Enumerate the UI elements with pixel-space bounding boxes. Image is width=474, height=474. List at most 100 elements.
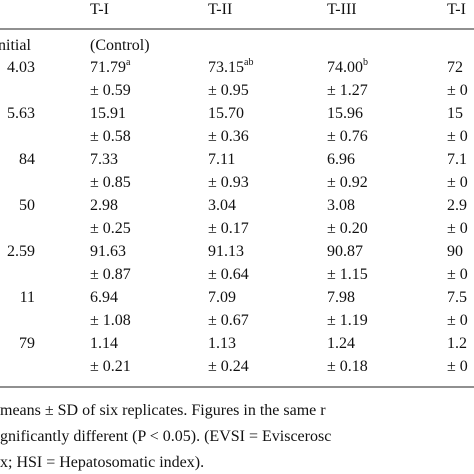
value: 90: [447, 243, 463, 260]
cell-sd: ± 0.87: [90, 266, 131, 283]
cell-sd: ± 0.67: [208, 312, 249, 329]
value: 71.79: [90, 59, 126, 76]
superscript: a: [126, 57, 131, 68]
cell-value: 7.1: [447, 151, 467, 168]
value: 7.5: [447, 289, 467, 306]
cell-sd: ± 1.19: [327, 312, 368, 329]
cell-sd: ± 0: [447, 266, 468, 283]
value: 7.09: [208, 289, 236, 306]
cell-value: 11: [20, 289, 35, 306]
cell-value: 1.2: [447, 335, 467, 352]
cell-sd: ± 0.64: [208, 266, 249, 283]
cell-value: 84: [19, 151, 35, 168]
value: 2.59: [7, 243, 35, 260]
cell-value: 15.96: [327, 105, 363, 122]
cell-value: 50: [19, 197, 35, 214]
cell-sd: ± 0: [447, 358, 468, 375]
cell-sd: ± 0: [447, 312, 468, 329]
value: 4.03: [7, 59, 35, 76]
value: 3.08: [327, 197, 355, 214]
footnote: gnificantly different (P < 0.05). (EVSI …: [0, 428, 331, 445]
cell-sd: ± 0.58: [90, 128, 131, 145]
cell-sd: ± 0.25: [90, 220, 131, 237]
value: 7.11: [208, 151, 235, 168]
value: 15: [447, 105, 463, 122]
superscript: ab: [244, 57, 253, 68]
value: 84: [19, 151, 35, 168]
cell-sd: ± 1.15: [327, 266, 368, 283]
cell-sd: ± 0.36: [208, 128, 249, 145]
column-header: T-I: [90, 1, 109, 18]
cell-value: 90.87: [327, 243, 363, 260]
value: 1.13: [208, 335, 236, 352]
cell-value: 90: [447, 243, 463, 260]
cell-sd: ± 1.08: [90, 312, 131, 329]
cell-value: 7.5: [447, 289, 467, 306]
cell-value: 15.91: [90, 105, 126, 122]
value: 7.33: [90, 151, 118, 168]
cell-value: 2.9: [447, 197, 467, 214]
cell-value: 1.24: [327, 335, 355, 352]
value: 15.70: [208, 105, 244, 122]
value: 5.63: [7, 105, 35, 122]
cell-sd: ± 0.18: [327, 358, 368, 375]
cell-sd: ± 1.27: [327, 82, 368, 99]
cell-value: 6.96: [327, 151, 355, 168]
cell-value: 7.09: [208, 289, 236, 306]
cell-value: 3.08: [327, 197, 355, 214]
cell-value: 4.03: [7, 59, 35, 76]
cell-value: 7.11: [208, 151, 235, 168]
cell-value: 3.04: [208, 197, 236, 214]
cell-value: 2.98: [90, 197, 118, 214]
column-header: T-II: [208, 1, 232, 18]
cell-value: 79: [19, 335, 35, 352]
cell-value: 91.63: [90, 243, 126, 260]
value: 6.96: [327, 151, 355, 168]
control-label: (Control): [90, 37, 150, 54]
cell-sd: ± 0.92: [327, 174, 368, 191]
superscript: b: [363, 57, 368, 68]
value: 15.96: [327, 105, 363, 122]
cell-value: 6.94: [90, 289, 118, 306]
cell-value: 7.33: [90, 151, 118, 168]
value: 74.00: [327, 59, 363, 76]
cell-value: 1.14: [90, 335, 118, 352]
value: 1.14: [90, 335, 118, 352]
cell-sd: ± 0.95: [208, 82, 249, 99]
cell-value: 7.98: [327, 289, 355, 306]
cell-sd: ± 0.20: [327, 220, 368, 237]
cell-sd: ± 0.76: [327, 128, 368, 145]
value: 7.1: [447, 151, 467, 168]
value: 90.87: [327, 243, 363, 260]
cell-sd: ± 0: [447, 220, 468, 237]
value: 15.91: [90, 105, 126, 122]
cell-value: 91.13: [208, 243, 244, 260]
value: 3.04: [208, 197, 236, 214]
value: 2.98: [90, 197, 118, 214]
cell-value: 1.13: [208, 335, 236, 352]
cell-value: 2.59: [7, 243, 35, 260]
value: 2.9: [447, 197, 467, 214]
footnote: means ± SD of six replicates. Figures in…: [0, 402, 326, 419]
column-header: T-I: [447, 1, 466, 18]
value: 1.24: [327, 335, 355, 352]
cell-value: 15.70: [208, 105, 244, 122]
column-header: T-III: [327, 1, 357, 18]
cell-value: 15: [447, 105, 463, 122]
value: 72: [447, 59, 463, 76]
cell-sd: ± 0.17: [208, 220, 249, 237]
control-label: nitial: [0, 37, 31, 54]
value: 7.98: [327, 289, 355, 306]
cell-value: 72: [447, 59, 463, 76]
cell-value: 74.00b: [327, 57, 368, 76]
cell-sd: ± 0.24: [208, 358, 249, 375]
value: 79: [19, 335, 35, 352]
value: 11: [20, 289, 35, 306]
cell-value: 73.15ab: [208, 57, 253, 76]
cell-sd: ± 0.59: [90, 82, 131, 99]
value: 6.94: [90, 289, 118, 306]
cell-sd: ± 0.21: [90, 358, 131, 375]
cell-sd: ± 0: [447, 82, 468, 99]
cell-sd: ± 0.93: [208, 174, 249, 191]
